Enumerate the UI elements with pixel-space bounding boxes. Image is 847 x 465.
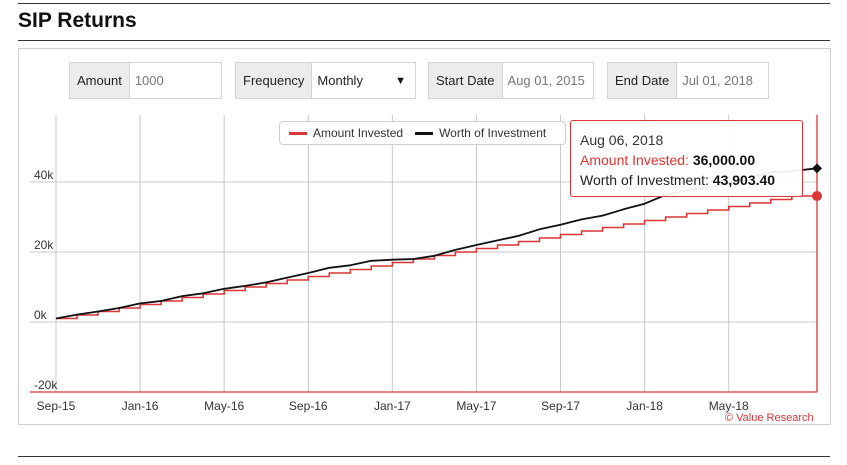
legend-item-invested[interactable]: Amount Invested	[289, 126, 403, 140]
page-title: SIP Returns	[18, 9, 137, 32]
credit-text: © Value Research	[725, 412, 814, 424]
end-date-input[interactable]: Jul 01, 2018	[682, 73, 754, 88]
tooltip-invested-value: 36,000.00	[692, 152, 756, 168]
end-date-field[interactable]: End Date Jul 01, 2018	[607, 62, 769, 99]
y-tick-label: 0k	[34, 308, 48, 322]
x-tick-label: Jan-16	[122, 399, 159, 413]
grid-layer	[30, 115, 817, 393]
legend-item-worth[interactable]: Worth of Investment	[415, 126, 546, 140]
y-tick-label: 20k	[34, 238, 54, 252]
legend-label-worth: Worth of Investment	[439, 126, 547, 140]
start-date-input[interactable]: Aug 01, 2015	[507, 73, 585, 88]
bottom-rule	[18, 456, 830, 457]
legend-label-invested: Amount Invested	[313, 126, 404, 140]
chart-panel	[18, 48, 831, 425]
tooltip-worth-row: Worth of Investment: 43,903.40	[580, 170, 793, 190]
tooltip-invested-row: Amount Invested: 36,000.00	[580, 150, 793, 170]
marker-layer	[812, 163, 822, 201]
amount-label: Amount	[70, 63, 130, 98]
start-date-label: Start Date	[429, 63, 503, 98]
y-tick-label: 40k	[34, 168, 54, 182]
x-tick-label: May-16	[204, 399, 244, 413]
tooltip-date: Aug 06, 2018	[580, 132, 664, 148]
frequency-label: Frequency	[236, 63, 313, 98]
legend-swatch-worth	[415, 131, 434, 135]
tooltip-worth-value: 43,903.40	[712, 172, 776, 188]
series-line-invested	[56, 195, 813, 320]
x-tick-label: May-17	[456, 399, 496, 413]
x-tick-label: Sep-16	[289, 399, 328, 413]
legend-swatch-invested	[289, 131, 307, 135]
marker-invested	[812, 191, 822, 201]
caret-down-icon[interactable]: ▼	[395, 74, 406, 87]
axis-layer: -20k 0k 20k 40k Sep-15 Jan-16 May-16 Sep-16 Jan-…	[30, 115, 818, 413]
x-tick-label: Sep-15	[37, 399, 76, 413]
end-date-label: End Date	[608, 63, 678, 98]
x-tick-label: Jan-17	[374, 399, 411, 413]
chart-tooltip: Aug 06, 2018 Amount Invested: 36,000.00 …	[570, 120, 803, 197]
amount-input[interactable]: 1000	[134, 73, 164, 88]
chart-legend: Amount Invested Worth of Investment	[279, 121, 566, 145]
frequency-selected: Monthly	[317, 73, 363, 88]
amount-field[interactable]: Amount 1000	[69, 62, 222, 99]
x-tick-label: Jan-18	[626, 399, 663, 413]
marker-worth	[812, 163, 822, 174]
tooltip-worth-key: Worth of Investment:	[580, 172, 709, 188]
x-tick-label: May-18	[709, 399, 749, 413]
start-date-field[interactable]: Start Date Aug 01, 2015	[428, 62, 594, 99]
tooltip-invested-key: Amount Invested:	[580, 152, 689, 168]
frequency-value[interactable]: Monthly ▼	[312, 63, 415, 98]
y-tick-label: -20k	[34, 378, 58, 392]
x-tick-label: Sep-17	[541, 399, 580, 413]
frequency-select[interactable]: Frequency Monthly ▼	[235, 62, 416, 99]
top-rule	[18, 3, 830, 4]
title-rule	[18, 40, 830, 41]
